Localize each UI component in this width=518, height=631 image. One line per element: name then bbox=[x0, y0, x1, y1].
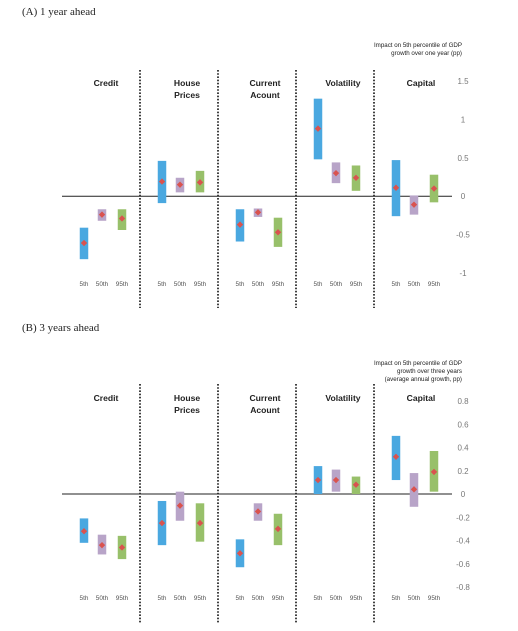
percentile-label: 5th bbox=[314, 281, 323, 288]
median-marker bbox=[236, 221, 244, 228]
y-tick-label: -0.4 bbox=[456, 537, 470, 546]
median-marker bbox=[274, 525, 282, 533]
axis-note-line: Impact on 5th percentile of GDP bbox=[374, 42, 462, 49]
percentile-label: 95th bbox=[428, 595, 441, 602]
percentile-label: 95th bbox=[116, 595, 129, 602]
median-marker bbox=[314, 476, 322, 484]
group-label: Credit bbox=[94, 393, 119, 403]
group-label: Acount bbox=[250, 405, 280, 415]
percentile-label: 5th bbox=[392, 281, 401, 288]
percentile-label: 95th bbox=[350, 281, 363, 288]
median-marker bbox=[314, 125, 322, 132]
percentile-label: 95th bbox=[272, 595, 285, 602]
y-tick-label: -0.2 bbox=[456, 513, 470, 522]
median-marker bbox=[332, 169, 340, 177]
axis-note-line: (average annual growth, pp) bbox=[385, 376, 462, 383]
median-marker bbox=[392, 453, 400, 460]
y-tick-label: 0.2 bbox=[457, 467, 469, 476]
median-marker bbox=[430, 468, 438, 476]
group-label: Current bbox=[249, 78, 280, 88]
median-marker bbox=[392, 184, 400, 191]
percentile-label: 50th bbox=[252, 595, 265, 602]
median-marker bbox=[430, 185, 438, 192]
percentile-label: 5th bbox=[80, 595, 89, 602]
median-marker bbox=[410, 486, 418, 493]
percentile-label: 95th bbox=[272, 281, 285, 288]
group-label: House bbox=[174, 393, 200, 403]
median-marker bbox=[196, 179, 204, 186]
percentile-label: 50th bbox=[96, 595, 109, 602]
median-marker bbox=[158, 178, 166, 185]
y-tick-label: 0.8 bbox=[457, 397, 469, 406]
panel-b-title: (B) 3 years ahead bbox=[22, 322, 100, 334]
percentile-label: 5th bbox=[158, 595, 167, 602]
group-label: Prices bbox=[174, 405, 200, 415]
group-label: Capital bbox=[407, 393, 436, 403]
median-marker bbox=[98, 211, 106, 218]
median-marker bbox=[158, 519, 166, 527]
group-label: Volatility bbox=[325, 78, 360, 88]
percentile-label: 5th bbox=[314, 595, 323, 602]
median-marker bbox=[254, 508, 262, 515]
y-tick-label: 0.4 bbox=[457, 444, 469, 453]
percentile-label: 5th bbox=[158, 281, 167, 288]
median-marker bbox=[254, 209, 262, 216]
median-marker bbox=[332, 476, 340, 484]
percentile-label: 5th bbox=[236, 595, 245, 602]
y-tick-label: 1.5 bbox=[457, 77, 469, 86]
median-marker bbox=[410, 201, 418, 208]
percentile-label: 50th bbox=[96, 281, 109, 288]
median-marker bbox=[176, 502, 184, 509]
y-tick-label: 0.5 bbox=[457, 154, 469, 163]
median-marker bbox=[274, 229, 282, 236]
percentile-label: 50th bbox=[330, 595, 343, 602]
median-marker bbox=[352, 481, 360, 488]
percentile-label: 5th bbox=[236, 281, 245, 288]
y-tick-label: 0 bbox=[461, 490, 466, 499]
median-marker bbox=[176, 181, 184, 188]
percentile-label: 50th bbox=[330, 281, 343, 288]
y-tick-label: -0.5 bbox=[456, 231, 470, 240]
median-marker bbox=[80, 239, 88, 247]
axis-note-line: Impact on 5th percentile of GDP bbox=[374, 360, 462, 367]
percentile-label: 50th bbox=[252, 281, 265, 288]
group-label: Credit bbox=[94, 78, 119, 88]
median-marker bbox=[352, 174, 360, 181]
percentile-label: 50th bbox=[408, 281, 421, 288]
group-label: Volatility bbox=[325, 393, 360, 403]
percentile-label: 50th bbox=[174, 281, 187, 288]
y-tick-label: -1 bbox=[459, 269, 467, 278]
percentile-label: 95th bbox=[194, 281, 207, 288]
y-tick-label: -0.8 bbox=[456, 583, 470, 592]
group-label: House bbox=[174, 78, 200, 88]
group-label: Acount bbox=[250, 90, 280, 100]
percentile-label: 5th bbox=[80, 281, 89, 288]
percentile-label: 95th bbox=[350, 595, 363, 602]
axis-note-line: growth over three years bbox=[397, 368, 462, 375]
percentile-label: 95th bbox=[428, 281, 441, 288]
median-marker bbox=[196, 519, 204, 527]
median-marker bbox=[118, 215, 126, 222]
y-tick-label: 1 bbox=[461, 115, 466, 124]
group-label: Prices bbox=[174, 90, 200, 100]
percentile-label: 50th bbox=[408, 595, 421, 602]
axis-note-line: growth over one year (pp) bbox=[391, 50, 462, 57]
percentile-label: 95th bbox=[116, 281, 129, 288]
percentile-label: 95th bbox=[194, 595, 207, 602]
group-label: Capital bbox=[407, 78, 436, 88]
y-tick-label: 0 bbox=[461, 192, 466, 201]
y-tick-label: 0.6 bbox=[457, 420, 469, 429]
y-tick-label: -0.6 bbox=[456, 560, 470, 569]
group-label: Current bbox=[249, 393, 280, 403]
percentile-label: 50th bbox=[174, 595, 187, 602]
panel-a-title: (A) 1 year ahead bbox=[22, 6, 96, 18]
percentile-label: 5th bbox=[392, 595, 401, 602]
